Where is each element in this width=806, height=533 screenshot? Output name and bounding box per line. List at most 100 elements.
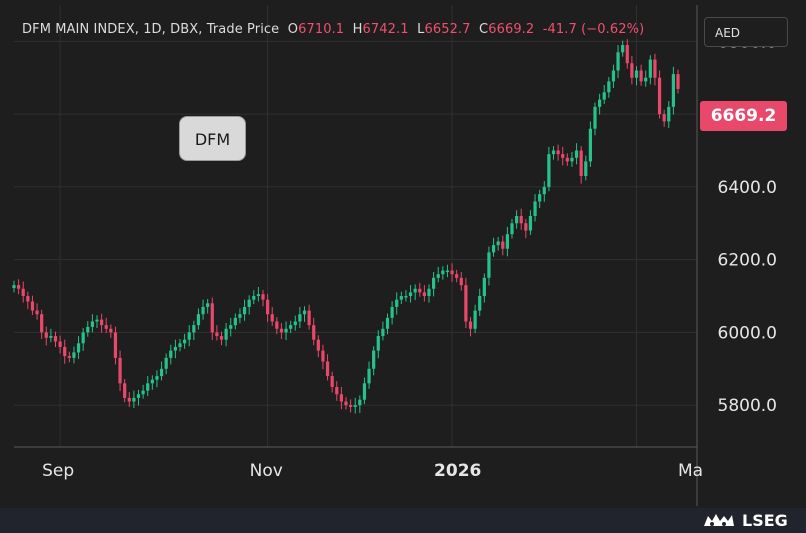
- candle-body: [671, 74, 676, 107]
- candle-body: [390, 306, 394, 318]
- candle-body: [630, 63, 634, 78]
- candle-body: [519, 215, 523, 224]
- candle-body: [238, 314, 242, 318]
- candle-body: [270, 314, 274, 322]
- candle-body: [293, 321, 297, 326]
- y-tick-label: 5800.0: [718, 396, 777, 416]
- candle-body: [505, 234, 510, 249]
- candle-body: [464, 285, 468, 322]
- candle-body: [67, 356, 71, 358]
- candle-body: [16, 285, 21, 289]
- candle-body: [621, 45, 625, 53]
- candle-body: [542, 186, 546, 195]
- candle-body: [275, 321, 279, 329]
- candle-body: [556, 150, 560, 155]
- candle-body: [367, 368, 371, 384]
- candle-body: [35, 310, 39, 315]
- candle-body: [584, 161, 588, 176]
- candle-body: [639, 70, 643, 82]
- candle-body: [487, 252, 491, 278]
- candle-body: [86, 326, 90, 333]
- candle-body: [376, 336, 380, 351]
- candle-body: [450, 270, 454, 275]
- x-tick-label: Nov: [250, 461, 283, 481]
- candle-body: [648, 59, 652, 78]
- candle-body: [625, 45, 629, 64]
- candle-body: [325, 361, 330, 377]
- candle-body: [95, 319, 99, 322]
- candle-body: [547, 154, 551, 187]
- candle-body: [413, 288, 417, 293]
- open-label: O: [287, 22, 299, 37]
- candle-body: [123, 383, 127, 398]
- candle-body: [468, 321, 473, 329]
- candle-body: [201, 306, 205, 315]
- x-tick-label: Sep: [42, 461, 74, 481]
- x-axis-labels: Sep Nov 2026 Ma: [42, 461, 703, 481]
- candle-body: [588, 128, 593, 162]
- candle-body: [602, 92, 606, 100]
- candle-body: [233, 317, 237, 326]
- candle-body: [30, 301, 35, 311]
- candle-body: [616, 52, 620, 71]
- high-label: H: [352, 22, 363, 37]
- candle-body: [210, 303, 214, 333]
- y-tick-label: 6400.0: [718, 178, 777, 198]
- candle-body: [63, 346, 67, 357]
- candle-body: [289, 325, 293, 329]
- lseg-logo: LSEG: [702, 508, 788, 533]
- candle-body: [256, 294, 261, 297]
- candle-body: [427, 288, 431, 297]
- candle-body: [76, 343, 81, 353]
- candle-body: [418, 288, 422, 293]
- ohlc-legend: DFM MAIN INDEX, 1D, DBX, Trade Price O67…: [22, 22, 644, 37]
- candle-body: [224, 328, 228, 340]
- symbol-badge: DFM: [179, 116, 246, 161]
- candle-body: [496, 241, 500, 246]
- candle-body: [321, 350, 325, 362]
- candle-body: [667, 106, 671, 122]
- candle-body: [173, 346, 178, 351]
- candle-body: [478, 296, 482, 311]
- candle-body: [510, 223, 514, 235]
- candle-body: [132, 397, 136, 402]
- candle-body: [215, 332, 219, 337]
- candle-body: [634, 70, 639, 78]
- candle-body: [441, 270, 445, 275]
- candle-body: [40, 314, 44, 333]
- change-value: -41.7 (−0.62%): [542, 22, 645, 37]
- candle-body: [178, 343, 182, 347]
- candle-body: [372, 350, 376, 369]
- currency-selector-button[interactable]: AED: [704, 17, 788, 47]
- instrument-title: DFM MAIN INDEX, 1D, DBX, Trade Price: [22, 22, 280, 37]
- candle-body: [676, 74, 680, 89]
- last-price-label: 6669.2: [700, 101, 787, 131]
- candle-body: [219, 336, 224, 340]
- candle-body: [58, 341, 62, 347]
- candle-body: [252, 296, 256, 300]
- candle-body: [182, 339, 187, 344]
- x-tick-label: 2026: [434, 461, 481, 481]
- y-tick-label: 6200.0: [718, 251, 777, 271]
- candle-body: [551, 150, 556, 155]
- candle-body: [261, 294, 265, 300]
- candle-body: [344, 401, 348, 406]
- candle-body: [242, 306, 247, 315]
- close-value: 6669.2: [488, 22, 535, 37]
- candle-body: [574, 150, 579, 158]
- candle-body: [104, 325, 108, 329]
- candle-body: [408, 292, 413, 297]
- candle-body: [113, 332, 118, 358]
- candle-body: [348, 405, 353, 407]
- candle-body: [307, 310, 311, 326]
- candle-body: [164, 357, 168, 369]
- candle-body: [381, 328, 385, 337]
- low-label: L: [417, 22, 425, 37]
- candle-body: [385, 317, 390, 329]
- candle-body: [358, 399, 362, 406]
- low-value: 6652.7: [424, 22, 471, 37]
- candle-body: [150, 379, 154, 384]
- candle-body: [302, 310, 307, 315]
